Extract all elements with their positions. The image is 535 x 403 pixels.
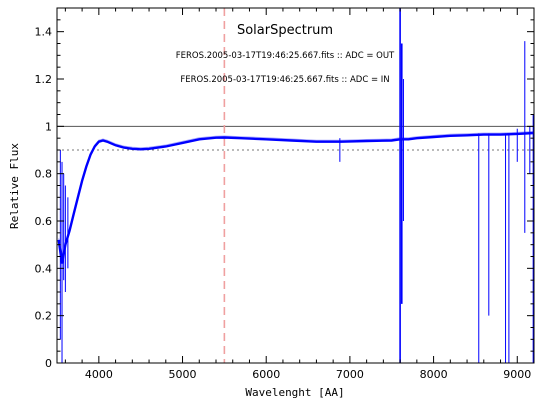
x-axis: 4000 5000 6000 7000 8000 9000 [64,8,535,381]
series-noise-0 [58,131,535,263]
y-tick-label: 0.8 [35,168,53,181]
x-tick-label: 9000 [503,368,531,381]
x-tick-label: 6000 [252,368,280,381]
annotation-adc-out: FEROS.2005-03-17T19:46:25.667.fits :: AD… [176,51,395,61]
annotation-adc-in: FEROS.2005-03-17T19:46:25.667.fits :: AD… [180,75,389,85]
x-tick-label: 5000 [169,368,197,381]
y-axis: 0 0.2 0.4 0.6 0.8 1 1.2 1.4 [35,19,534,370]
x-tick-label: 8000 [420,368,448,381]
y-tick-label: 0.6 [35,215,53,228]
plot-frame [56,7,535,364]
y-tick-label: 0 [45,357,52,370]
x-tick-label: 4000 [85,368,113,381]
reference-lines [57,8,534,363]
chart-title: SolarSpectrum [237,23,333,38]
plot-area [57,8,535,363]
y-tick-label: 1 [45,120,52,133]
y-tick-label: 1.4 [35,26,53,39]
x-axis-label: Wavelenght [AA] [245,386,344,399]
y-tick-label: 0.4 [35,262,53,275]
y-tick-label: 1.2 [35,73,53,86]
series-line-0 [57,131,535,264]
x-tick-label: 7000 [336,368,364,381]
y-tick-label: 0.2 [35,310,53,323]
y-axis-label: Relative Flux [8,143,21,229]
